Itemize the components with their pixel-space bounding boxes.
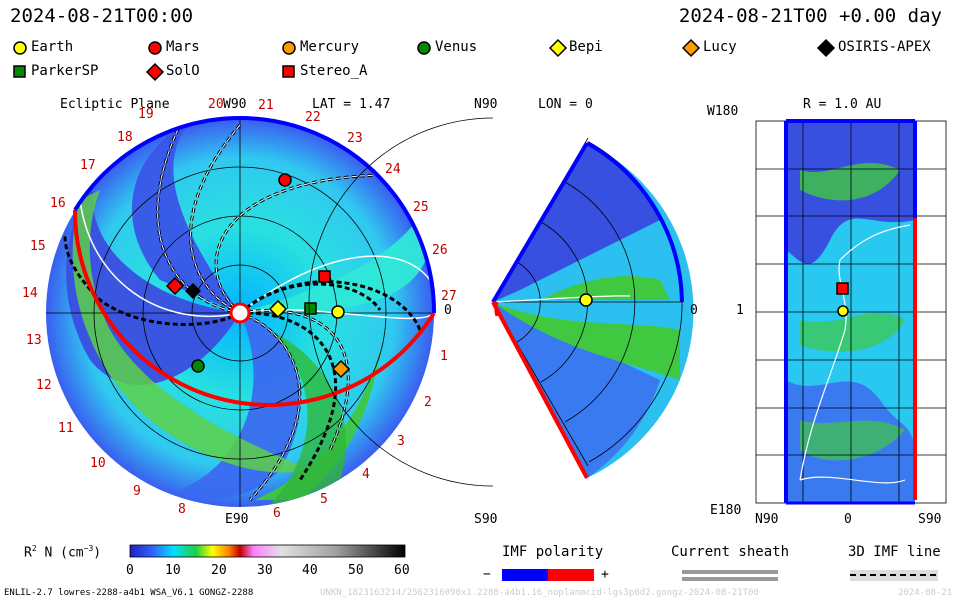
imf-polarity-title: IMF polarity <box>502 544 604 560</box>
date-right: 2024-08-21T00 +0.00 day <box>678 5 942 27</box>
marker-venus <box>417 41 431 55</box>
sphere-x-0: 0 <box>844 512 852 527</box>
ctick-25: 25 <box>413 200 429 215</box>
ecliptic-title: Ecliptic Plane <box>60 97 170 112</box>
marker-parkersp <box>13 65 26 78</box>
marker-solo <box>145 62 165 82</box>
ctick-15: 15 <box>30 239 46 254</box>
sheath-line-2 <box>682 577 778 581</box>
ctick-6: 6 <box>273 506 281 521</box>
cbar-tick-40: 40 <box>302 563 318 578</box>
ecliptic-lat: LAT = 1.47 <box>312 97 391 112</box>
legend-stereo-a: Stereo_A <box>300 63 368 79</box>
sphere-mid-label: 1 <box>736 303 744 318</box>
cbar-tick-30: 30 <box>257 563 273 578</box>
imf-plus: + <box>601 567 609 582</box>
legend-parkersp: ParkerSP <box>31 63 99 79</box>
legend-earth: Earth <box>31 39 74 55</box>
ctick-4: 4 <box>362 467 370 482</box>
sheath-line-1 <box>682 570 778 574</box>
legend-solo: SolO <box>166 63 200 79</box>
meridional-right-label: 0 <box>690 303 698 318</box>
ctick-2: 2 <box>424 395 432 410</box>
sphere-top-left: W180 <box>707 104 739 119</box>
ctick-23: 23 <box>347 131 363 146</box>
marker-mercury <box>282 41 296 55</box>
ctick-1: 1 <box>440 349 448 364</box>
ctick-5: 5 <box>320 492 328 507</box>
colorbar-label: R2 N (cm−3) <box>24 544 102 561</box>
ctick-11: 11 <box>58 421 74 436</box>
meridional-bottom-label: S90 <box>474 512 498 527</box>
ctick-27: 27 <box>441 289 457 304</box>
footer-model: ENLIL-2.7 lowres-2288-a4b1 WSA_V6.1 GONG… <box>4 588 254 598</box>
cbar-tick-0: 0 <box>126 563 134 578</box>
legend-lucy: Lucy <box>703 39 737 55</box>
imf3d-title: 3D IMF line <box>848 544 941 560</box>
ecliptic-right-label: 0 <box>444 303 452 318</box>
ctick-17: 17 <box>80 158 96 173</box>
legend-mercury: Mercury <box>300 39 360 55</box>
ctick-19: 19 <box>138 107 154 122</box>
cbar-tick-10: 10 <box>165 563 181 578</box>
ctick-22: 22 <box>305 110 321 125</box>
marker-bepi <box>548 38 568 58</box>
ctick-9: 9 <box>133 484 141 499</box>
marker-mars <box>148 41 162 55</box>
ctick-10: 10 <box>90 456 106 471</box>
legend-mars: Mars <box>166 39 200 55</box>
legend-osiris-apex: OSIRIS-APEX <box>838 39 931 55</box>
ctick-21: 21 <box>258 98 274 113</box>
marker-lucy <box>681 38 701 58</box>
imf-minus: − <box>483 567 491 582</box>
ecliptic-top-label: W90 <box>223 97 247 112</box>
imf-negative-swatch <box>502 569 548 581</box>
marker-earth <box>13 41 27 55</box>
ctick-24: 24 <box>385 162 401 177</box>
current-sheath-title: Current sheath <box>671 544 790 560</box>
meridional-lon: LON = 0 <box>538 97 593 112</box>
date-left: 2024-08-21T00:00 <box>10 5 194 27</box>
ctick-8: 8 <box>178 502 186 517</box>
ctick-3: 3 <box>397 434 405 449</box>
cbar-tick-50: 50 <box>348 563 364 578</box>
ctick-12: 12 <box>36 378 52 393</box>
marker-osiris-apex <box>816 38 836 58</box>
meridional-plane <box>308 117 694 487</box>
cbar-tick-20: 20 <box>211 563 227 578</box>
marker-stereo-a <box>282 65 295 78</box>
imf-positive-swatch <box>548 569 594 581</box>
legend-venus: Venus <box>435 39 478 55</box>
sphere-x-n90: N90 <box>755 512 779 527</box>
ctick-26: 26 <box>432 243 448 258</box>
ctick-14: 14 <box>22 286 38 301</box>
sphere-r-label: R = 1.0 AU <box>803 97 882 112</box>
ctick-16: 16 <box>50 196 66 211</box>
colorbar <box>129 544 406 558</box>
ctick-13: 13 <box>26 333 42 348</box>
ctick-18: 18 <box>117 130 133 145</box>
ecliptic-plane <box>46 116 437 507</box>
colorbar-label-r: R <box>24 545 32 561</box>
cbar-tick-60: 60 <box>394 563 410 578</box>
ctick-20: 20 <box>208 97 224 112</box>
footer-date: 2024-08-21 <box>898 588 953 598</box>
meridional-top-label: N90 <box>474 97 498 112</box>
legend-bepi: Bepi <box>569 39 603 55</box>
sphere-bottom-left: E180 <box>710 503 742 518</box>
footer-run: UNKN_1823163214/2562316090x1.2288-a4b1.1… <box>320 588 759 598</box>
sphere-map <box>755 119 947 505</box>
colorbar-unit: N (cm <box>44 545 84 561</box>
sphere-x-s90: S90 <box>918 512 942 527</box>
ecliptic-bottom-label: E90 <box>225 512 249 527</box>
